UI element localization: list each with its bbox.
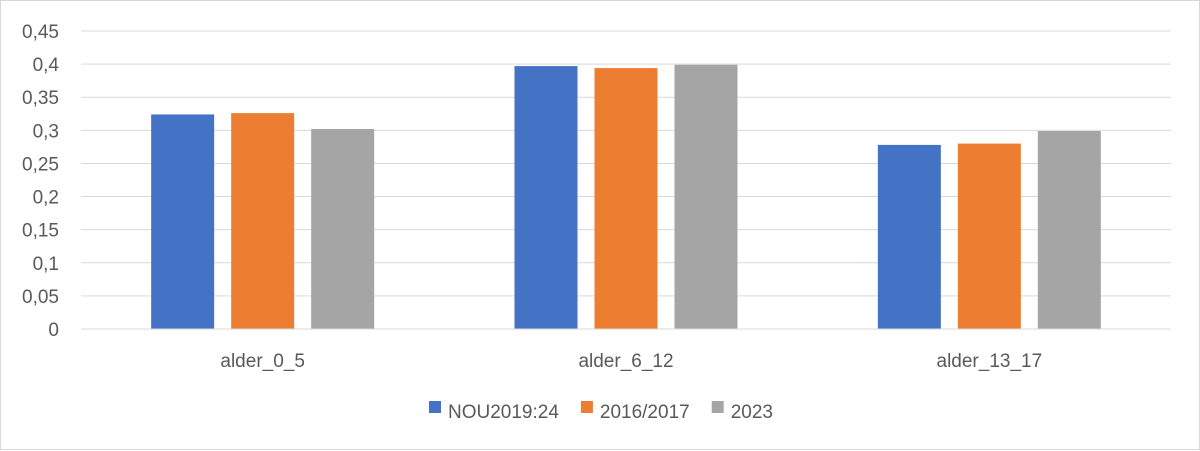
y-tick-label: 0,45: [22, 22, 59, 43]
y-tick-label: 0: [48, 320, 59, 341]
x-category-label: alder_0_5: [220, 351, 305, 372]
bar-NOU2019:24-alder_0_5: [151, 114, 215, 329]
y-axis-tick-labels: 0 0,05 0,1 0,15 0,2 0,25 0,3 0,35 0,4 0,45: [22, 22, 59, 341]
y-tick-label: 0,4: [33, 55, 60, 76]
bar-2023-alder_6_12: [674, 64, 738, 330]
legend-item: 2016/2017: [580, 401, 690, 423]
y-tick-label: 0,3: [33, 121, 59, 142]
y-tick-label: 0,1: [33, 254, 59, 275]
y-tick-label: 0,2: [33, 188, 59, 209]
y-tick-label: 0,05: [22, 287, 59, 308]
bar-2016/2017-alder_6_12: [594, 68, 658, 329]
legend-item: NOU2019:24: [428, 401, 559, 423]
legend-label: 2016/2017: [600, 402, 690, 423]
y-tick-label: 0,15: [22, 221, 59, 242]
legend-swatch: [711, 401, 724, 413]
bar-NOU2019:24-alder_6_12: [514, 66, 578, 329]
legend-label: 2023: [731, 402, 773, 423]
x-category-label: alder_6_12: [578, 351, 673, 372]
legend-swatch: [580, 401, 593, 413]
bar-2023-alder_0_5: [311, 129, 375, 329]
y-tick-label: 0,35: [22, 88, 59, 109]
bars: [151, 64, 1101, 330]
x-axis-category-labels: alder_0_5 alder_6_12 alder_13_17: [220, 351, 1042, 372]
legend-item: 2023: [711, 401, 773, 423]
legend: NOU2019:24 2016/2017 2023: [428, 401, 773, 423]
bar-2016/2017-alder_0_5: [231, 113, 295, 329]
legend-swatch: [428, 401, 441, 413]
bar-2023-alder_13_17: [1037, 130, 1101, 329]
legend-label: NOU2019:24: [448, 402, 559, 423]
y-tick-label: 0,25: [22, 154, 59, 175]
bar-2016/2017-alder_13_17: [957, 143, 1021, 329]
x-category-label: alder_13_17: [937, 351, 1043, 372]
bar-NOU2019:24-alder_13_17: [877, 144, 941, 329]
